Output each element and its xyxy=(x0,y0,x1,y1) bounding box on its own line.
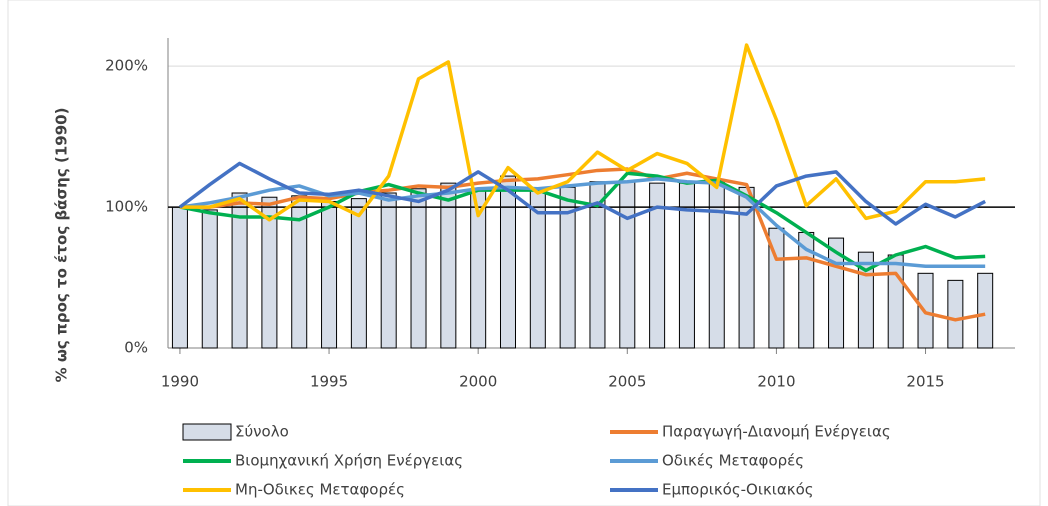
line xyxy=(179,171,986,273)
y-tick-label: 0% xyxy=(124,339,148,357)
legend-label: Βιομηχανική Χρήση Ενέργειας xyxy=(235,452,463,470)
line xyxy=(178,161,986,226)
y-axis-label: % ως προς το έτος βάσης (1990) xyxy=(53,108,71,383)
legend-label: Οδικές Μεταφορές xyxy=(662,452,804,470)
x-tick-label: 1990 xyxy=(161,373,199,391)
legend-label: Εμπορικός-Οικιακός xyxy=(662,481,814,499)
bar xyxy=(350,198,367,349)
bar xyxy=(947,279,964,349)
bar xyxy=(440,182,457,349)
bar xyxy=(171,206,188,349)
legend-label: Παραγωγή-Διανομή Ενέργειας xyxy=(662,423,891,441)
x-tick-label: 2015 xyxy=(906,373,944,391)
bar xyxy=(977,272,994,349)
y-tick-label: 100% xyxy=(105,198,148,216)
bar xyxy=(499,175,516,349)
x-tick-label: 1995 xyxy=(310,373,348,391)
line xyxy=(179,177,986,269)
x-tick-label: 2005 xyxy=(608,373,646,391)
bar xyxy=(231,192,248,349)
bar xyxy=(649,182,666,349)
legend-label: Μη-Οδικες Μεταφορές xyxy=(235,481,405,499)
y-tick-label: 200% xyxy=(105,57,148,75)
bar xyxy=(380,192,397,349)
x-tick-label: 2000 xyxy=(459,373,497,391)
bar xyxy=(321,200,338,349)
line xyxy=(179,43,986,222)
bar xyxy=(201,209,218,349)
x-tick-label: 2010 xyxy=(757,373,795,391)
bar xyxy=(887,254,904,349)
bar xyxy=(261,196,278,349)
legend-label: Σύνολο xyxy=(235,423,289,441)
bar xyxy=(410,188,427,349)
line xyxy=(179,167,986,322)
legend-marker xyxy=(182,423,232,441)
